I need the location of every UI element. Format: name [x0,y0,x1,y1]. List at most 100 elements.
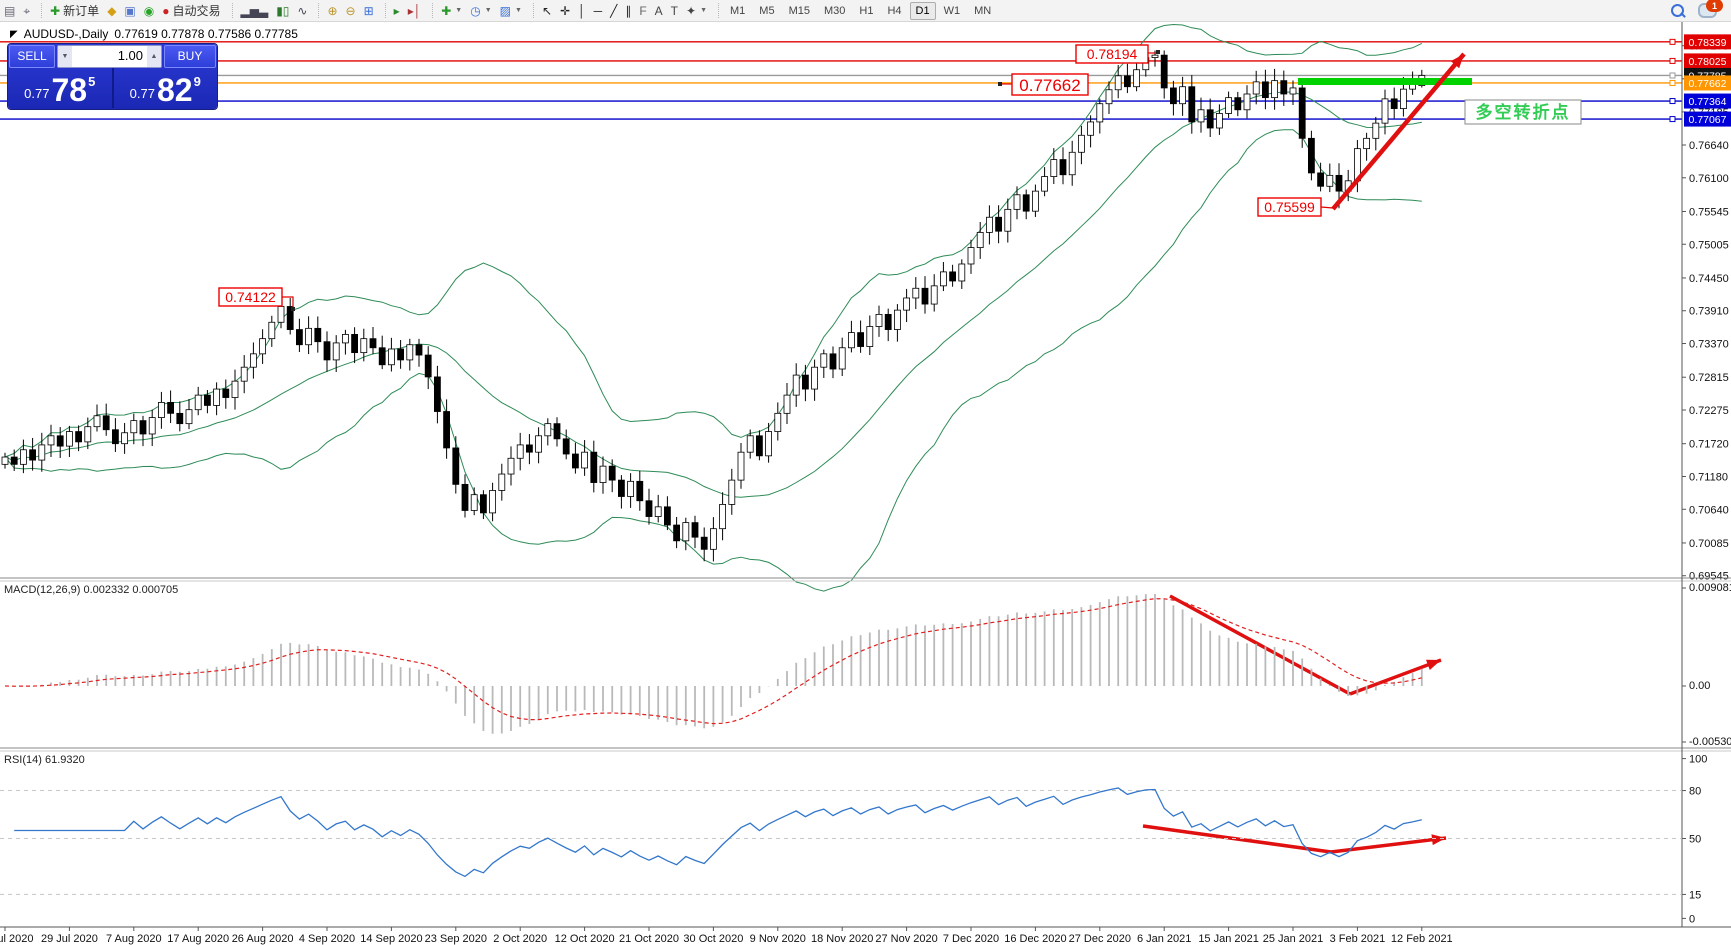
line-handle[interactable] [1669,79,1676,86]
cursor-button[interactable]: ↖ [538,2,556,20]
time-axis-label: 20 Jul 2020 [0,933,33,945]
chevron-down-icon[interactable]: ▼ [700,6,708,14]
auto-scroll-button[interactable]: ▸ [390,2,404,20]
line-handle[interactable] [1669,38,1676,45]
green-highlight-bar[interactable] [1298,78,1472,85]
price-axis-label: 0.69545 [1689,571,1729,583]
line-handle[interactable] [1669,72,1676,79]
equidistant-channel-button[interactable]: ∥ [621,2,635,20]
timeframe-button-h1[interactable]: H1 [859,4,874,17]
fibonacci-button[interactable]: F [635,2,650,20]
trend-arrow-head[interactable] [1431,834,1446,846]
trend-arrow[interactable] [1169,594,1351,696]
chevron-down-icon[interactable]: ▼ [484,6,492,14]
trendline-button[interactable]: ╱ [606,2,621,20]
line-handle[interactable] [1669,98,1676,105]
chevron-down-icon[interactable]: ▼ [515,6,522,14]
trend-arrow[interactable] [1331,52,1466,211]
candle-body [56,435,64,447]
timeframe-button-m15[interactable]: M15 [788,4,810,17]
timeframe-button-w1[interactable]: W1 [943,4,961,17]
market-watch-button[interactable]: ▤ [0,2,19,20]
zoom-out-button[interactable]: ⊖ [342,2,360,20]
price-callout-box[interactable] [1257,197,1322,217]
autotrading-button[interactable]: ● 自动交易 [158,2,224,20]
text-label-button[interactable]: T [667,2,682,20]
candle-body [921,287,929,305]
search-icon[interactable] [1671,4,1684,17]
candle-body [1114,75,1122,91]
buy-price[interactable]: 0.77 82 9 [114,68,218,108]
data-window-button[interactable]: ⌖ [19,2,34,20]
line-handle[interactable] [1669,57,1676,64]
time-axis-label: 30 Oct 2020 [683,933,743,945]
volume-increase-button[interactable]: ▲ [147,46,161,67]
chart-shift-button[interactable]: ▸│ [404,2,426,20]
label-anchor-handle[interactable] [291,307,295,311]
candle-body [599,465,607,483]
label-anchor-handle[interactable] [1156,50,1160,54]
horizontal-line-icon: ─ [593,3,603,18]
trend-arrow[interactable] [1349,658,1442,696]
timeframes-button[interactable]: ◷ ▼ [466,2,495,20]
line-chart-button[interactable]: ∿ [293,2,311,20]
sell-price[interactable]: 0.77 78 5 [8,68,114,108]
zoom-out-icon: ⊖ [345,3,356,18]
timeframe-button-m1[interactable]: M1 [730,4,746,17]
candle-body [664,506,671,526]
expert-advisors-button[interactable]: ▣ [120,2,139,20]
candle-body [75,431,82,443]
notifications-icon[interactable]: 1 [1698,0,1723,18]
indicators-button[interactable]: ✚ ▼ [437,2,466,20]
shapes-button[interactable]: ✦ ▼ [682,2,711,20]
bollinger-middle-band [4,91,1422,498]
price-callout-box[interactable] [1011,73,1089,96]
templates-button[interactable]: ▨ ▼ [496,2,526,20]
price-badge-text: 0.78025 [1689,56,1727,68]
volume-input[interactable]: 1.00 [117,48,143,63]
signals-button[interactable]: ◉ [140,2,158,20]
crosshair-button[interactable]: ✛ [556,2,574,20]
trend-arrow-head[interactable] [1450,54,1464,69]
time-axis-label: 27 Nov 2020 [875,933,937,945]
candle-body [1179,86,1186,105]
tile-windows-button[interactable]: ⊞ [360,2,378,20]
candle-body [157,402,165,418]
time-axis-label: 29 Jul 2020 [41,933,98,945]
zoom-in-button[interactable]: ⊕ [323,2,341,20]
horizontal-line-button[interactable]: ─ [590,2,607,20]
sell-button[interactable]: SELL [9,45,55,68]
macd-axis-label: 0.00 [1689,680,1710,692]
timeframe-button-m5[interactable]: M5 [759,4,775,17]
timeframe-button-mn[interactable]: MN [974,4,992,17]
volume-decrease-button[interactable]: ▼ [58,46,72,67]
candle-body [756,435,763,457]
price-callout-box[interactable] [1075,44,1149,64]
text-button[interactable]: A [651,2,667,20]
line-handle[interactable] [1669,116,1676,123]
timeframe-button-h4[interactable]: H4 [887,4,902,17]
metaeditor-button[interactable]: ◆ [103,2,120,20]
price-callout-box[interactable] [218,287,283,307]
candle-body [286,306,294,330]
trend-arrow-head[interactable] [1425,659,1441,671]
candle-body [1124,75,1131,88]
price-badge-text: 0.78339 [1689,37,1727,49]
candle-body [185,409,193,425]
timeframe-button-d1[interactable]: D1 [909,1,936,20]
vertical-line-button[interactable]: │ [574,2,590,20]
bar-chart-button[interactable]: ▂▅▃ [237,2,273,20]
label-anchor-handle[interactable] [998,82,1002,86]
new-order-button[interactable]: ✚ 新订单 [46,2,103,20]
candlestick-chart-button[interactable]: ▮▯ [272,2,293,20]
chevron-down-icon[interactable]: ▼ [455,6,463,14]
macd-label: MACD(12,26,9) 0.002332 0.000705 [4,584,178,596]
candle-body [1271,80,1278,99]
buy-button[interactable]: BUY [164,45,216,68]
candle-body [1059,159,1067,176]
trend-arrow[interactable] [1142,824,1332,854]
timeframe-button-m30[interactable]: M30 [823,4,846,17]
annotation-box[interactable] [1464,99,1582,125]
label-connector[interactable] [1320,206,1334,209]
label-connector[interactable] [282,296,294,309]
